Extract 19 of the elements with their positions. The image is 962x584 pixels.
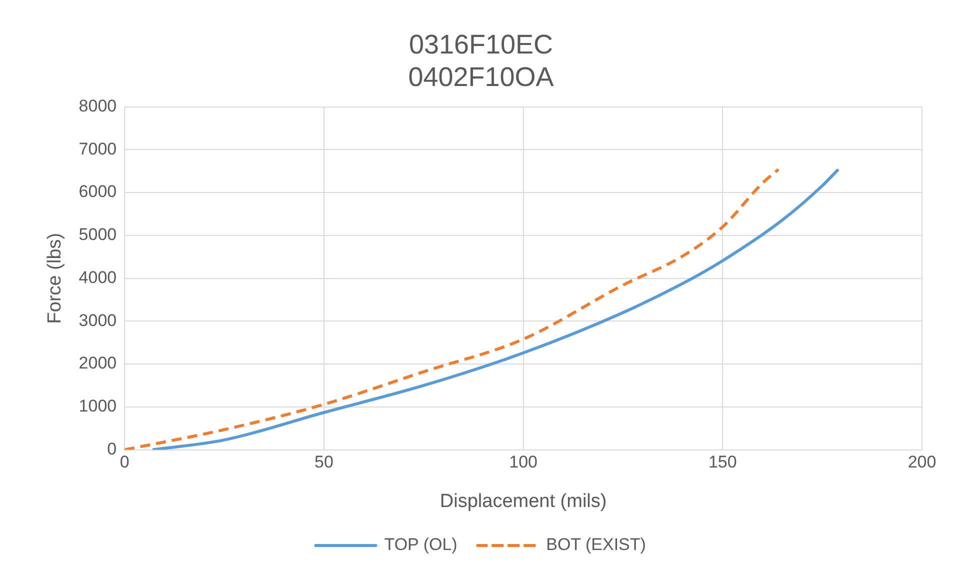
x-axis-title: Displacement (mils) bbox=[440, 490, 607, 512]
x-tick-label: 50 bbox=[314, 452, 334, 472]
chart-title: 0316F10EC 0402F10OA bbox=[408, 30, 554, 92]
x-tick-label: 150 bbox=[708, 452, 737, 472]
legend-label: TOP (OL) bbox=[384, 535, 458, 554]
y-axis-title: Force (lbs) bbox=[44, 232, 66, 324]
y-tick-label: 3000 bbox=[78, 310, 117, 330]
x-tick-label: 200 bbox=[908, 452, 936, 472]
y-tick-label: 5000 bbox=[78, 225, 117, 244]
y-tick-label: 4000 bbox=[78, 268, 117, 287]
y-tick-label: 6000 bbox=[78, 182, 117, 202]
x-tick-label: 0 bbox=[120, 452, 130, 472]
y-tick-label: 7000 bbox=[78, 139, 117, 158]
legend-label: BOT (EXIST) bbox=[546, 535, 646, 554]
x-tick-label: 100 bbox=[509, 452, 538, 472]
y-tick-label: 0 bbox=[107, 439, 117, 458]
y-tick-label: 1000 bbox=[78, 396, 117, 416]
y-tick-label: 2000 bbox=[78, 354, 117, 373]
y-tick-label: 8000 bbox=[78, 96, 117, 116]
